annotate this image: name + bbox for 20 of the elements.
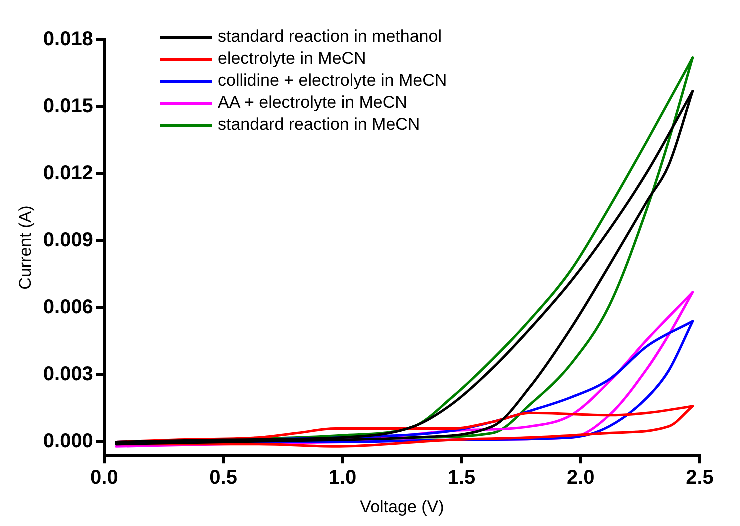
y-axis-title: Current (A) xyxy=(16,206,35,290)
x-axis-title: Voltage (V) xyxy=(360,497,444,516)
x-tick-label: 0.0 xyxy=(90,467,118,490)
x-tick-label: 1.5 xyxy=(448,467,476,490)
y-tick-label: 0.006 xyxy=(43,296,94,319)
y-tick-label: 0.009 xyxy=(43,230,94,252)
x-tick-label: 2.0 xyxy=(566,467,595,490)
y-tick-label: 0.018 xyxy=(43,28,94,51)
y-tick-label: 0.012 xyxy=(43,162,94,185)
y-tick-label: 0.003 xyxy=(43,364,94,386)
legend-label: standard reaction in methanol xyxy=(218,26,442,48)
y-tick-label: 0.000 xyxy=(43,430,94,453)
legend-label: AA + electrolyte in MeCN xyxy=(218,92,408,114)
legend-label: electrolyte in MeCN xyxy=(218,48,366,70)
x-tick-label: 0.5 xyxy=(210,467,238,490)
legend-label: collidine + electrolyte in MeCN xyxy=(218,70,448,92)
legend-label: standard reaction in MeCN xyxy=(218,114,420,136)
y-tick-label: 0.015 xyxy=(43,96,94,118)
x-tick-label: 1.0 xyxy=(328,467,357,490)
x-tick-label: 2.5 xyxy=(686,467,714,490)
